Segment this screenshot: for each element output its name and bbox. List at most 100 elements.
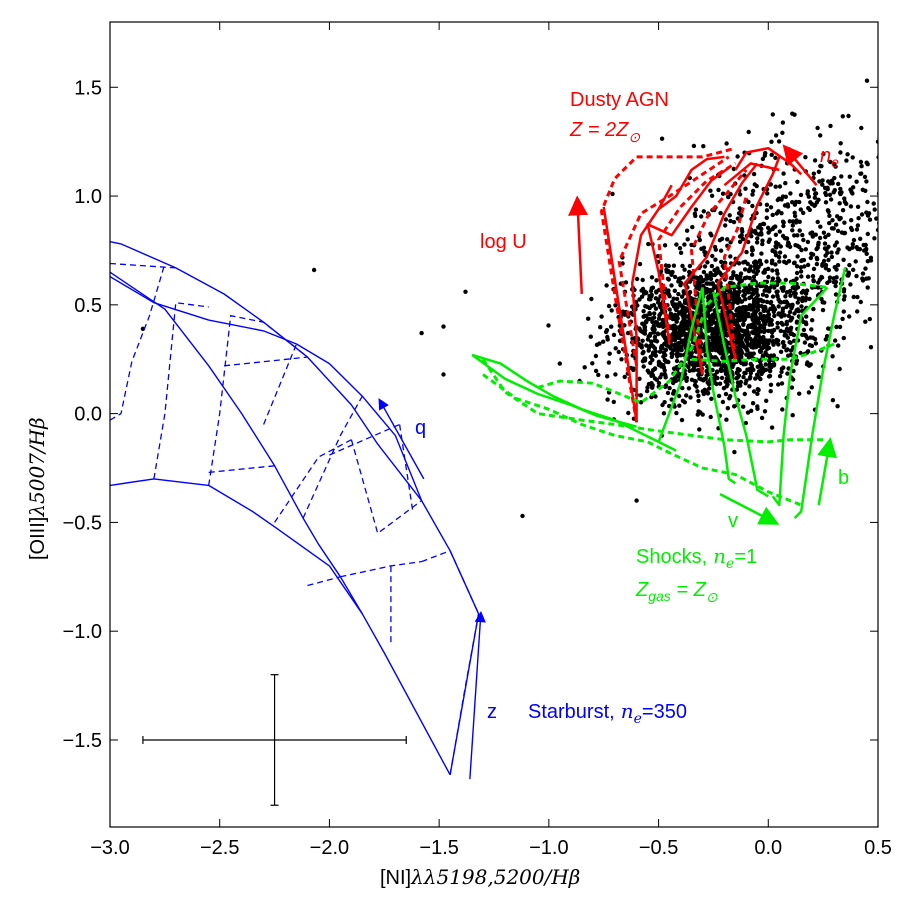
data-point [777, 250, 783, 255]
data-point [647, 293, 652, 299]
data-point [836, 181, 841, 187]
data-point [834, 275, 839, 280]
data-point [780, 120, 786, 125]
data-point [801, 288, 806, 294]
data-point [744, 346, 749, 351]
data-point [723, 391, 729, 397]
data-point [818, 133, 823, 138]
data-point [823, 234, 828, 240]
starburst-ne: n [621, 699, 634, 723]
agn-ne: n [820, 145, 831, 167]
data-point [683, 308, 688, 313]
data-point [860, 271, 866, 276]
data-point [606, 303, 612, 309]
data-point [725, 237, 730, 242]
data-point [654, 320, 660, 325]
data-point [721, 386, 727, 391]
data-point [637, 376, 642, 381]
data-point [649, 373, 654, 378]
data-point [801, 327, 807, 333]
data-point [663, 375, 668, 380]
data-point [693, 213, 698, 219]
agn-grid-dashed-line [617, 155, 730, 367]
y-tick-label: 0.5 [74, 295, 102, 317]
data-point [802, 340, 808, 345]
data-point [637, 297, 642, 302]
data-point [707, 320, 712, 325]
data-point [667, 307, 672, 312]
data-point [764, 338, 769, 343]
shock-grid-arrow [719, 493, 780, 525]
data-point [677, 403, 682, 408]
data-point [684, 393, 689, 398]
v-label: v [728, 510, 738, 532]
data-point [774, 268, 780, 273]
data-point [844, 158, 849, 163]
data-point [770, 212, 775, 218]
agn-grid-solid-line [602, 206, 638, 423]
data-point [679, 417, 685, 423]
data-point [750, 188, 756, 194]
data-point [648, 343, 653, 348]
data-point [640, 351, 645, 356]
data-point [652, 311, 657, 316]
data-point [647, 305, 652, 311]
data-point [603, 329, 609, 335]
data-point [784, 322, 789, 327]
data-point [833, 338, 838, 343]
data-point [847, 314, 852, 319]
data-point [773, 184, 778, 189]
data-point [755, 404, 760, 409]
data-point [788, 191, 793, 196]
data-point [864, 160, 869, 165]
data-point [816, 240, 821, 245]
data-point [590, 361, 595, 366]
data-point [802, 264, 807, 269]
data-point [757, 343, 762, 348]
data-point [854, 273, 859, 279]
data-point [764, 353, 770, 358]
data-point [712, 339, 718, 344]
data-point [742, 332, 748, 337]
data-point [764, 398, 769, 403]
data-point [782, 254, 788, 259]
data-point [871, 201, 876, 206]
data-point [778, 349, 784, 354]
data-point [747, 376, 753, 381]
data-point [765, 191, 770, 196]
data-point [700, 279, 705, 284]
data-point [712, 272, 717, 278]
data-point [649, 382, 654, 388]
data-point [758, 262, 764, 267]
data-point [780, 194, 786, 199]
data-point [656, 331, 661, 337]
data-point [823, 200, 829, 205]
data-point [763, 150, 768, 156]
data-point [828, 159, 833, 165]
data-point [805, 274, 811, 279]
data-point [846, 113, 851, 119]
data-point [794, 320, 800, 325]
data-point [716, 187, 721, 193]
data-point [672, 288, 677, 293]
data-point [832, 265, 837, 270]
data-point [671, 388, 677, 394]
data-point [726, 194, 731, 200]
agn-grid-dashed-line [599, 146, 736, 423]
data-point [860, 187, 865, 192]
data-point [782, 299, 787, 305]
data-point [766, 274, 771, 280]
data-point [793, 294, 798, 299]
data-point [689, 242, 694, 248]
data-point [611, 332, 617, 338]
data-point [768, 382, 774, 387]
data-point [826, 257, 831, 263]
data-point [771, 363, 777, 368]
data-point [582, 365, 587, 370]
y-tick-label: 1.0 [74, 186, 102, 208]
data-point [705, 391, 711, 396]
shocks-suffix: =1 [734, 546, 757, 568]
data-point [865, 285, 870, 290]
data-point [811, 171, 816, 176]
agn-ne-label: ne [820, 145, 839, 170]
